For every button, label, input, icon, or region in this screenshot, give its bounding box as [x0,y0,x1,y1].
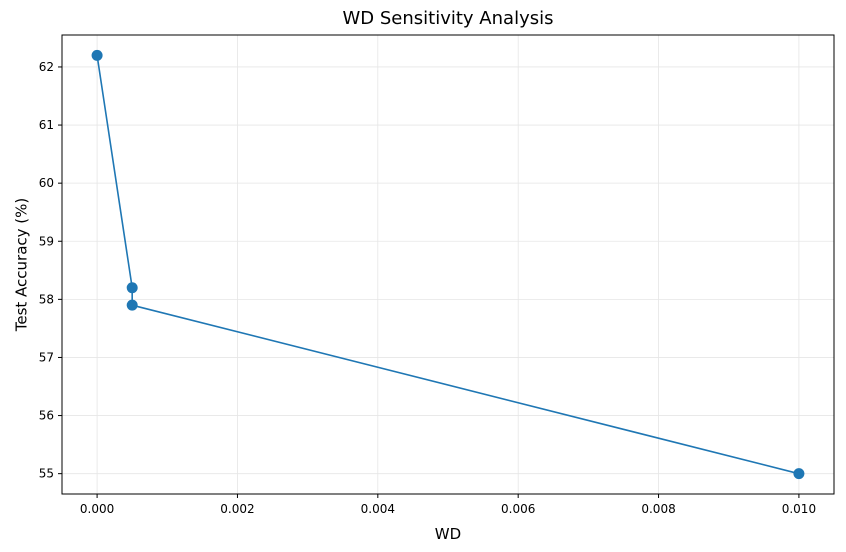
grid-layer [62,35,834,494]
x-tick-label: 0.000 [80,502,114,516]
x-axis-label: WD [435,525,461,543]
y-tick-label: 57 [39,350,54,364]
y-tick-label: 60 [39,176,54,190]
y-tick-label: 62 [39,60,54,74]
data-point [126,282,138,294]
data-point [91,49,103,61]
axes-frame [61,34,835,495]
y-tick-label: 55 [39,467,54,481]
x-tick-label: 0.002 [220,502,254,516]
tick-layer: 0.000 0.002 0.004 0.006 0.008 0.010 55 56 57 58 59… [39,60,816,516]
y-tick-label: 58 [39,292,54,306]
series-layer [91,49,805,480]
chart-title: WD Sensitivity Analysis [343,8,554,29]
data-point [793,468,805,480]
y-tick-label: 59 [39,234,54,248]
series-line [96,55,800,475]
x-tick-label: 0.004 [361,502,395,516]
data-point [126,299,138,311]
x-tick-label: 0.006 [501,502,535,516]
x-tick-label: 0.010 [782,502,816,516]
y-tick-label: 56 [39,409,54,423]
x-tick-label: 0.008 [641,502,675,516]
y-tick-label: 61 [39,118,54,132]
y-axis-label: Test Accuracy (%) [13,198,31,333]
